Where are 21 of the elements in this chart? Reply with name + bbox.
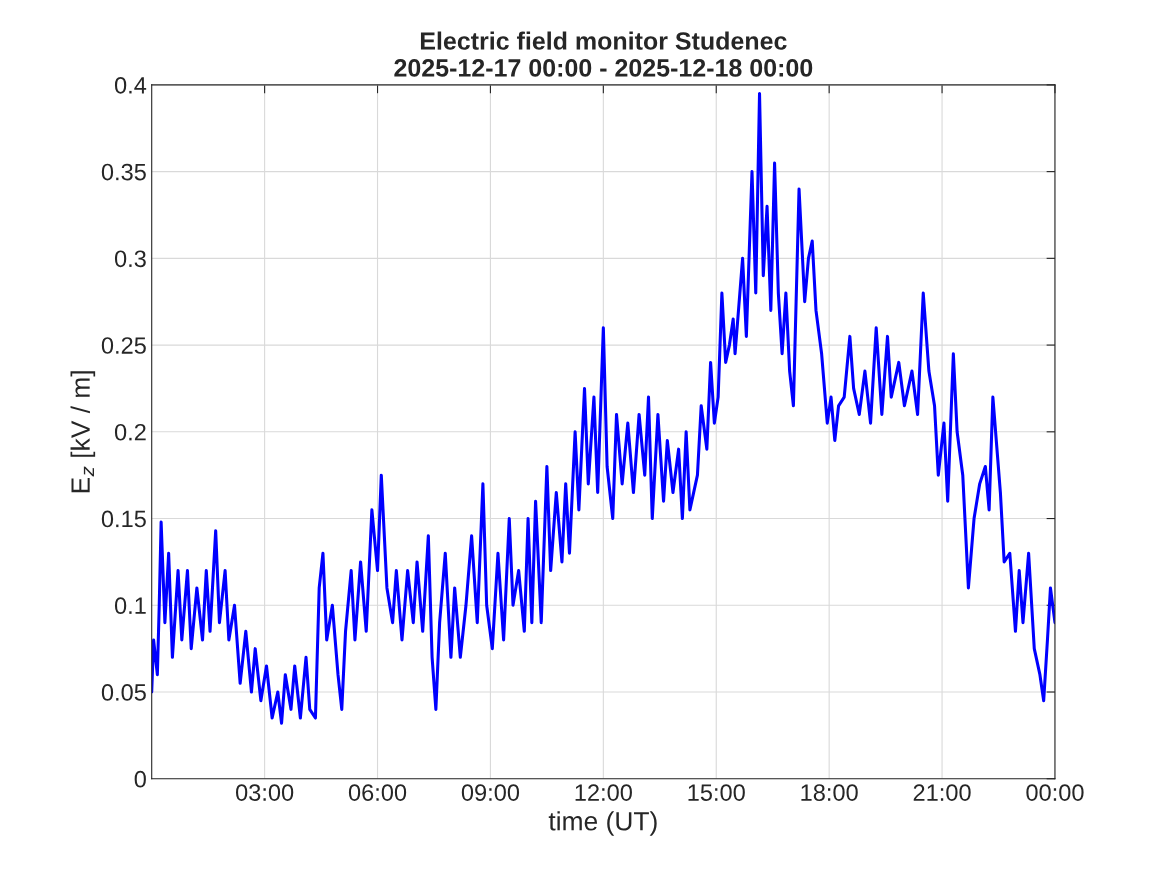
y-tick-label: 0.05 [101,684,146,701]
x-tick-label: 15:00 [688,784,745,801]
y-tick-label: 0.4 [114,76,147,94]
x-tick-label: 18:00 [801,784,858,801]
y-tick-label: 0.2 [114,423,146,441]
y-tick-label: 0.15 [101,510,146,528]
chart-title: Electric field monitor Studenec 2025-12-17 00:00 - 2025-12-18 00:00 [394,31,813,77]
x-tick-label: 00:00 [1026,784,1084,801]
x-tick-label: 21:00 [913,784,971,801]
x-tick-label: 06:00 [348,784,407,801]
x-tick-label: 12:00 [575,784,632,801]
y-tick-label: 0.3 [114,250,146,268]
y-tick-label: 0.1 [114,597,146,615]
y-tick-label: 0.25 [101,337,146,354]
y-tick-label: 0.35 [101,163,146,181]
x-tick-label: 09:00 [461,784,520,801]
x-axis-title: time (UT) [548,811,657,836]
line-series [151,92,1055,725]
x-tick-label: 03:00 [236,784,294,801]
y-tick-label: 0 [134,770,146,788]
y-axis-title: E$_{z}$ [kV / m] [70,371,96,493]
